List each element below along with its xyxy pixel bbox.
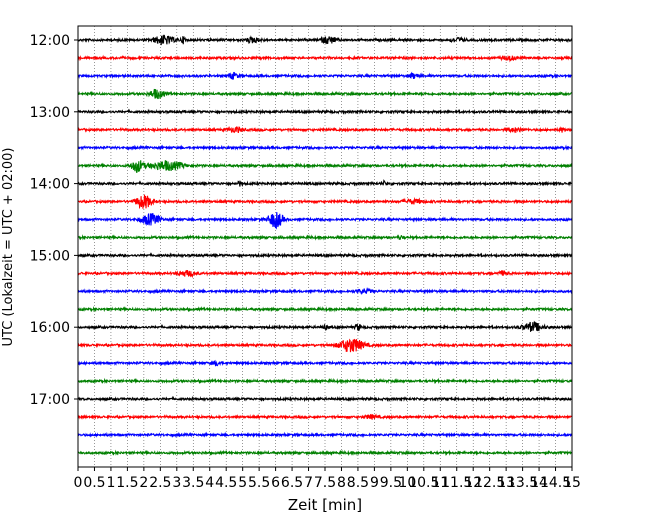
y-axis-ticks: 12:00 13:00 14:00 15:00 16:00 17:00 — [30, 33, 78, 408]
x-tick-label: 2 — [139, 475, 148, 491]
x-tick-label: 14.5 — [540, 475, 571, 491]
x-tick-label: 5.5 — [248, 475, 270, 491]
trace-line — [77, 179, 573, 188]
x-tick-label: 11.5 — [441, 475, 472, 491]
trace-line — [77, 126, 573, 134]
x-tick-label: 13.5 — [507, 475, 538, 491]
trace-line — [77, 212, 573, 230]
x-axis-ticks: 0 0.5 1 1.5 2 2.5 3 3.5 4 4.5 5 5.5 6 6.5 7 7.5 8 8.5 9 9.5… — [74, 467, 581, 491]
trace-line — [77, 88, 573, 100]
trace-line — [77, 320, 573, 332]
x-tick-label: 13 — [497, 475, 515, 491]
x-tick-label: 12.5 — [474, 475, 505, 491]
x-tick-label: 4 — [205, 475, 214, 491]
trace-line — [77, 234, 573, 241]
trace-line — [77, 160, 573, 173]
trace-line — [77, 54, 573, 63]
trace-line — [77, 305, 573, 313]
seismic-traces — [77, 34, 573, 457]
trace-line — [77, 413, 573, 421]
x-tick-label: 0 — [74, 475, 83, 491]
trace-line — [77, 431, 573, 439]
trace-line — [77, 108, 573, 116]
x-tick-label: 3.5 — [182, 475, 204, 491]
x-tick-label: 8 — [337, 475, 346, 491]
y-axis-label: UTC (Lokalzeit = UTC + 02:00) — [1, 148, 16, 347]
x-tick-label: 1 — [106, 475, 115, 491]
y-tick-label: 16:00 — [30, 320, 70, 336]
x-tick-label: 10.5 — [408, 475, 439, 491]
x-tick-label: 14 — [530, 475, 548, 491]
trace-line — [77, 338, 573, 353]
x-tick-label: 7 — [304, 475, 313, 491]
trace-line — [77, 377, 573, 385]
x-tick-label: 8.5 — [347, 475, 369, 491]
x-tick-label: 6.5 — [281, 475, 303, 491]
trace-line — [77, 395, 573, 403]
x-tick-label: 5 — [238, 475, 247, 491]
x-axis-label: Zeit [min] — [288, 496, 362, 514]
x-tick-label: 10 — [398, 475, 416, 491]
trace-line — [77, 194, 573, 210]
trace-line — [77, 252, 573, 259]
x-tick-label: 11 — [431, 475, 449, 491]
x-tick-label: 12 — [464, 475, 482, 491]
trace-line — [77, 287, 573, 295]
x-tick-label: 9 — [370, 475, 379, 491]
x-tick-label: 1.5 — [116, 475, 138, 491]
x-tick-label: 4.5 — [215, 475, 237, 491]
x-tick-label: 15 — [563, 475, 581, 491]
trace-line — [77, 34, 573, 46]
y-tick-label: 13:00 — [30, 105, 70, 121]
trace-line — [77, 269, 573, 279]
trace-line — [77, 71, 573, 80]
trace-line — [77, 144, 573, 151]
trace-line — [77, 359, 573, 367]
x-tick-label: 7.5 — [314, 475, 336, 491]
y-tick-label: 17:00 — [30, 392, 70, 408]
y-tick-label: 14:00 — [30, 177, 70, 193]
x-tick-label: 0.5 — [83, 475, 105, 491]
x-tick-label: 2.5 — [149, 475, 171, 491]
x-tick-label: 9.5 — [380, 475, 402, 491]
x-tick-label: 3 — [172, 475, 181, 491]
y-tick-label: 15:00 — [30, 248, 70, 264]
y-tick-label: 12:00 — [30, 33, 70, 49]
x-tick-label: 6 — [271, 475, 280, 491]
trace-line — [77, 449, 573, 457]
